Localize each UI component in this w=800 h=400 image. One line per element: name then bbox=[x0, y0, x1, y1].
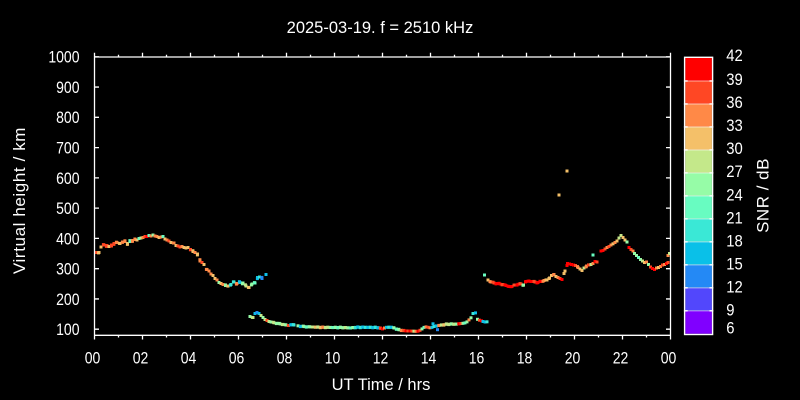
svg-text:15: 15 bbox=[726, 256, 743, 274]
svg-text:SNR / dB: SNR / dB bbox=[754, 158, 773, 233]
svg-text:20: 20 bbox=[565, 349, 581, 367]
svg-text:18: 18 bbox=[517, 349, 533, 367]
svg-text:22: 22 bbox=[613, 349, 629, 367]
svg-text:Virtual height / km: Virtual height / km bbox=[10, 127, 29, 274]
svg-text:600: 600 bbox=[56, 170, 79, 188]
svg-text:12: 12 bbox=[726, 279, 743, 297]
svg-text:16: 16 bbox=[469, 349, 485, 367]
svg-text:06: 06 bbox=[229, 349, 245, 367]
svg-text:42: 42 bbox=[726, 47, 743, 65]
svg-text:9: 9 bbox=[726, 302, 734, 320]
svg-text:200: 200 bbox=[56, 291, 79, 309]
svg-text:02: 02 bbox=[133, 349, 149, 367]
svg-text:500: 500 bbox=[56, 200, 79, 218]
svg-text:04: 04 bbox=[181, 349, 197, 367]
svg-text:18: 18 bbox=[726, 233, 743, 251]
svg-text:30: 30 bbox=[726, 141, 743, 159]
svg-text:900: 900 bbox=[56, 79, 79, 97]
svg-text:00: 00 bbox=[85, 349, 101, 367]
svg-text:00: 00 bbox=[661, 349, 677, 367]
svg-text:100: 100 bbox=[56, 321, 79, 339]
svg-text:08: 08 bbox=[277, 349, 293, 367]
svg-text:1000: 1000 bbox=[48, 49, 79, 67]
svg-text:300: 300 bbox=[56, 261, 79, 279]
svg-text:10: 10 bbox=[325, 349, 341, 367]
svg-text:39: 39 bbox=[726, 71, 743, 89]
svg-text:36: 36 bbox=[726, 94, 743, 112]
svg-text:2025-03-19. f = 2510 kHz: 2025-03-19. f = 2510 kHz bbox=[287, 19, 474, 37]
svg-text:24: 24 bbox=[726, 187, 743, 205]
svg-text:14: 14 bbox=[421, 349, 437, 367]
svg-text:27: 27 bbox=[726, 164, 743, 182]
svg-text:6: 6 bbox=[726, 320, 735, 338]
svg-text:12: 12 bbox=[373, 349, 389, 367]
svg-text:33: 33 bbox=[726, 117, 743, 135]
svg-text:400: 400 bbox=[56, 230, 79, 248]
svg-text:21: 21 bbox=[726, 210, 743, 228]
svg-text:700: 700 bbox=[56, 139, 79, 157]
svg-text:UT Time / hrs: UT Time / hrs bbox=[332, 376, 431, 394]
svg-text:800: 800 bbox=[56, 109, 79, 127]
